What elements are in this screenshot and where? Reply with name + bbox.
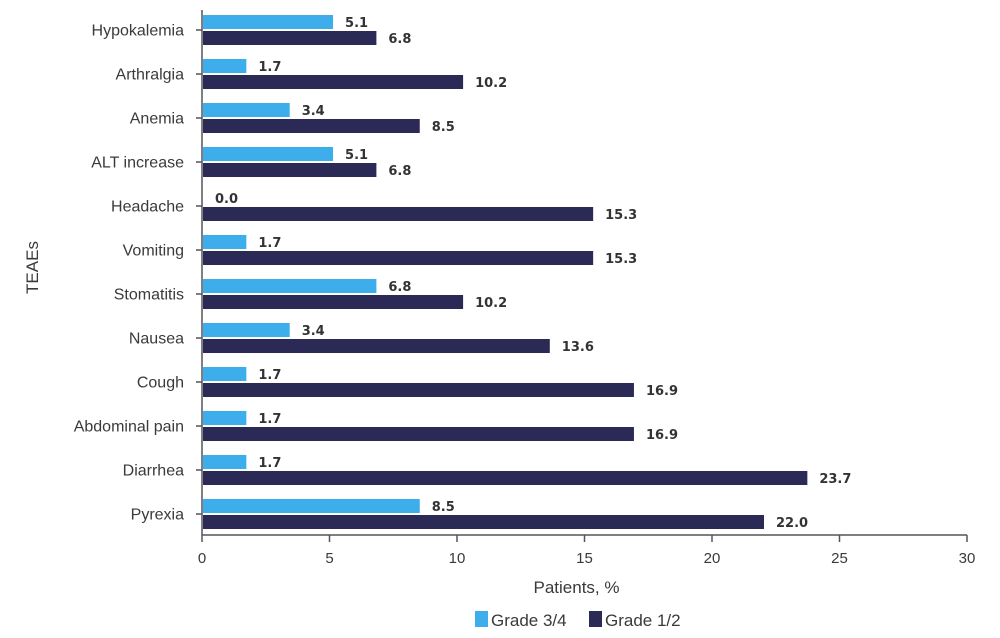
bar-nausea-grade-1-2 xyxy=(203,339,550,353)
value-label-hypokalemia-grade-3-4: 5.1 xyxy=(345,16,368,31)
x-tick-label-0: 0 xyxy=(198,550,206,567)
x-tick-label-10: 10 xyxy=(449,550,466,567)
value-label-pyrexia-grade-1-2: 22.0 xyxy=(776,516,808,531)
bar-arthralgia-grade-3-4 xyxy=(203,59,247,73)
value-label-cough-grade-3-4: 1.7 xyxy=(258,368,281,383)
value-label-vomiting-grade-3-4: 1.7 xyxy=(258,236,281,251)
bars-group: 5.1 6.8 1.7 10.2 3.4 8.5 5.1 6.8 0.0 15.3 1.7 15.3 6… xyxy=(203,15,851,531)
value-label-anemia-grade-1-2: 8.5 xyxy=(432,120,455,135)
value-label-alt-increase-grade-3-4: 5.1 xyxy=(345,148,368,163)
value-label-stomatitis-grade-3-4: 6.8 xyxy=(388,280,411,295)
value-label-nausea-grade-1-2: 13.6 xyxy=(562,340,594,355)
bar-alt-increase-grade-3-4 xyxy=(203,147,334,161)
bar-cough-grade-3-4 xyxy=(203,367,247,381)
category-label-vomiting: Vomiting xyxy=(123,243,184,260)
value-label-vomiting-grade-1-2: 15.3 xyxy=(605,252,637,267)
legend-label-grade-3-4: Grade 3/4 xyxy=(491,611,567,630)
bar-cough-grade-1-2 xyxy=(203,383,634,397)
value-label-arthralgia-grade-3-4: 1.7 xyxy=(258,60,281,75)
category-label-nausea: Nausea xyxy=(129,331,184,348)
value-label-alt-increase-grade-1-2: 6.8 xyxy=(388,164,411,179)
x-tick-label-15: 15 xyxy=(576,550,593,567)
bar-stomatitis-grade-3-4 xyxy=(203,279,377,293)
bar-stomatitis-grade-1-2 xyxy=(203,295,464,309)
x-tick-label-5: 5 xyxy=(325,550,333,567)
value-label-pyrexia-grade-3-4: 8.5 xyxy=(432,500,455,515)
category-label-stomatitis: Stomatitis xyxy=(114,287,184,304)
legend-label-grade-1-2: Grade 1/2 xyxy=(605,611,681,630)
bar-abdominal-pain-grade-3-4 xyxy=(203,411,247,425)
value-label-stomatitis-grade-1-2: 10.2 xyxy=(475,296,507,311)
x-tick-label-20: 20 xyxy=(704,550,721,567)
value-label-headache-grade-1-2: 15.3 xyxy=(605,208,637,223)
category-label-arthralgia: Arthralgia xyxy=(116,67,185,84)
value-label-hypokalemia-grade-1-2: 6.8 xyxy=(388,32,411,47)
x-tick-label-25: 25 xyxy=(831,550,848,567)
bar-abdominal-pain-grade-1-2 xyxy=(203,427,634,441)
bar-anemia-grade-1-2 xyxy=(203,119,420,133)
bar-nausea-grade-3-4 xyxy=(203,323,290,337)
category-label-diarrhea: Diarrhea xyxy=(123,463,184,480)
value-label-abdominal-pain-grade-1-2: 16.9 xyxy=(646,428,678,443)
bar-diarrhea-grade-1-2 xyxy=(203,471,808,485)
category-label-headache: Headache xyxy=(111,199,184,216)
category-label-alt-increase: ALT increase xyxy=(91,155,184,172)
bar-pyrexia-grade-1-2 xyxy=(203,515,764,529)
value-label-cough-grade-1-2: 16.9 xyxy=(646,384,678,399)
value-label-anemia-grade-3-4: 3.4 xyxy=(302,104,325,119)
value-label-diarrhea-grade-3-4: 1.7 xyxy=(258,456,281,471)
bar-hypokalemia-grade-3-4 xyxy=(203,15,334,29)
category-label-abdominal-pain: Abdominal pain xyxy=(74,419,184,436)
bar-headache-grade-1-2 xyxy=(203,207,594,221)
x-axis-ticks: 0 5 10 15 20 25 30 xyxy=(198,535,976,567)
category-labels: Hypokalemia Arthralgia Anemia ALT increase H… xyxy=(74,23,202,524)
bar-diarrhea-grade-3-4 xyxy=(203,455,247,469)
bar-vomiting-grade-1-2 xyxy=(203,251,594,265)
legend: Grade 3/4 Grade 1/2 xyxy=(475,611,681,630)
bar-vomiting-grade-3-4 xyxy=(203,235,247,249)
bar-alt-increase-grade-1-2 xyxy=(203,163,377,177)
category-label-cough: Cough xyxy=(137,375,184,392)
category-label-pyrexia: Pyrexia xyxy=(131,507,184,524)
x-tick-label-30: 30 xyxy=(959,550,976,567)
value-label-nausea-grade-3-4: 3.4 xyxy=(302,324,325,339)
bar-anemia-grade-3-4 xyxy=(203,103,290,117)
category-label-hypokalemia: Hypokalemia xyxy=(92,23,185,40)
legend-swatch-grade-1-2 xyxy=(589,611,602,627)
value-label-arthralgia-grade-1-2: 10.2 xyxy=(475,76,507,91)
bar-hypokalemia-grade-1-2 xyxy=(203,31,377,45)
x-axis-title: Patients, % xyxy=(534,578,620,597)
value-label-diarrhea-grade-1-2: 23.7 xyxy=(819,472,851,487)
value-label-headache-grade-3-4: 0.0 xyxy=(215,192,238,207)
category-label-anemia: Anemia xyxy=(130,111,184,128)
legend-swatch-grade-3-4 xyxy=(475,611,488,627)
value-label-abdominal-pain-grade-3-4: 1.7 xyxy=(258,412,281,427)
y-axis-title: TEAEs xyxy=(23,241,42,294)
bar-arthralgia-grade-1-2 xyxy=(203,75,464,89)
bar-pyrexia-grade-3-4 xyxy=(203,499,420,513)
